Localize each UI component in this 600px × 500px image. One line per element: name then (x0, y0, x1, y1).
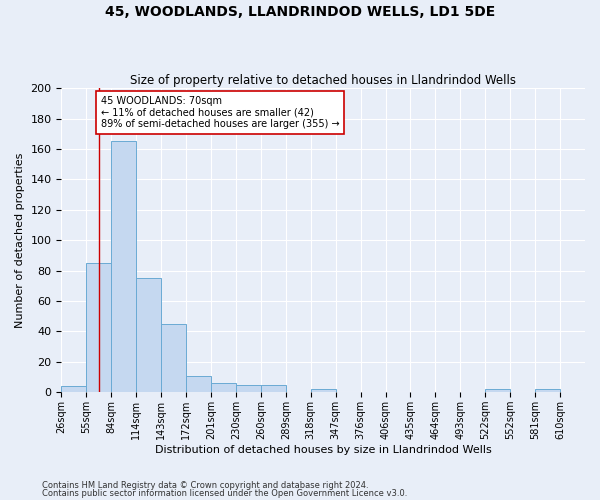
Bar (485, 390, 510, 392)
Bar (186, 376, 211, 392)
Bar (136, 278, 161, 392)
Bar (261, 384, 286, 392)
Bar (211, 383, 236, 392)
Text: Contains HM Land Registry data © Crown copyright and database right 2024.: Contains HM Land Registry data © Crown c… (42, 480, 368, 490)
X-axis label: Distribution of detached houses by size in Llandrindod Wells: Distribution of detached houses by size … (155, 445, 491, 455)
Y-axis label: Number of detached properties: Number of detached properties (15, 152, 25, 328)
Bar (161, 324, 186, 392)
Bar (236, 384, 261, 392)
Title: Size of property relative to detached houses in Llandrindod Wells: Size of property relative to detached ho… (130, 74, 516, 87)
Text: 45, WOODLANDS, LLANDRINDOD WELLS, LD1 5DE: 45, WOODLANDS, LLANDRINDOD WELLS, LD1 5D… (105, 5, 495, 19)
Bar (111, 142, 136, 392)
Text: Contains public sector information licensed under the Open Government Licence v3: Contains public sector information licen… (42, 489, 407, 498)
Bar (86, 263, 111, 392)
Bar (535, 390, 560, 392)
Bar (311, 390, 335, 392)
Bar (61, 386, 86, 392)
Text: 45 WOODLANDS: 70sqm
← 11% of detached houses are smaller (42)
89% of semi-detach: 45 WOODLANDS: 70sqm ← 11% of detached ho… (101, 96, 340, 129)
